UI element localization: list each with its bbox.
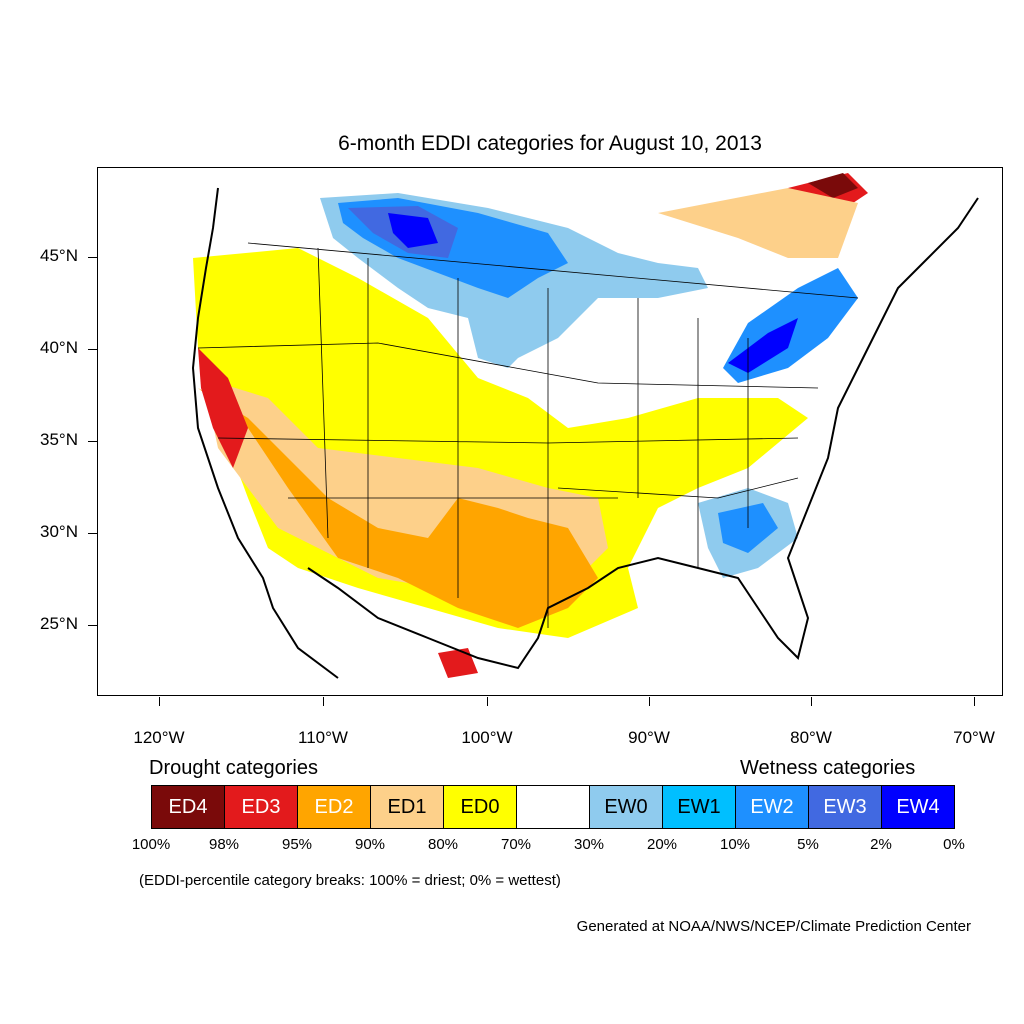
legend-swatch-ew3: EW3	[808, 785, 882, 829]
legend-swatch-normal	[516, 785, 590, 829]
legend-break-label: 70%	[500, 836, 532, 853]
lat-tick	[88, 533, 97, 534]
wet-region-northern-plains-ew4	[388, 213, 438, 248]
legend-footnote: (EDDI-percentile category breaks: 100% =…	[139, 872, 561, 889]
legend-swatch-ed2: ED2	[297, 785, 371, 829]
legend-break-label: 2%	[870, 836, 892, 853]
lat-tick	[88, 257, 97, 258]
lat-tick	[88, 625, 97, 626]
legend-swatch-ed4: ED4	[151, 785, 225, 829]
lat-label-45: 45°N	[40, 246, 78, 265]
lon-tick	[811, 697, 812, 706]
legend-break-label: 98%	[208, 836, 240, 853]
dry-region-ed1-maine	[658, 188, 858, 258]
lon-tick	[323, 697, 324, 706]
legend-break-label: 20%	[646, 836, 678, 853]
state-borders	[197, 242, 859, 628]
legend-break-label: 0%	[943, 836, 965, 853]
lat-label-40: 40°N	[40, 338, 78, 357]
legend-swatch-ed1: ED1	[370, 785, 444, 829]
legend-break-label: 10%	[719, 836, 751, 853]
legend-break-label: 90%	[354, 836, 386, 853]
map-title: 6-month EDDI categories for August 10, 2…	[338, 132, 762, 155]
lat-label-35: 35°N	[40, 430, 78, 449]
lat-tick	[88, 441, 97, 442]
lon-label-120: 120°W	[133, 728, 185, 747]
legend-break-label: 80%	[427, 836, 459, 853]
legend-break-label: 95%	[281, 836, 313, 853]
legend-swatch-ew4: EW4	[881, 785, 955, 829]
eddi-map	[97, 167, 1003, 696]
lon-label-110: 110°W	[298, 728, 348, 747]
legend-swatch-ed3: ED3	[224, 785, 298, 829]
legend-swatch-ed0: ED0	[443, 785, 517, 829]
legend-wetness-title: Wetness categories	[740, 757, 916, 779]
credit-line: Generated at NOAA/NWS/NCEP/Climate Predi…	[576, 918, 971, 935]
dry-region-ed2	[198, 388, 598, 628]
lon-tick	[487, 697, 488, 706]
legend-swatch-ew2: EW2	[735, 785, 809, 829]
wet-region-great-lakes-ew4	[728, 318, 798, 373]
legend-break-label: 5%	[797, 836, 819, 853]
legend-break-label: 100%	[131, 836, 171, 853]
lat-tick	[88, 349, 97, 350]
lat-label-25: 25°N	[40, 614, 78, 633]
legend-drought-title: Drought categories	[149, 757, 318, 779]
legend-break-label: 30%	[573, 836, 605, 853]
lon-tick	[649, 697, 650, 706]
lon-label-80: 80°W	[790, 728, 832, 747]
lon-tick	[974, 697, 975, 706]
lat-label-30: 30°N	[40, 522, 78, 541]
legend-swatch-ew0: EW0	[589, 785, 663, 829]
map-canvas	[191, 173, 979, 679]
legend-swatch-ew1: EW1	[662, 785, 736, 829]
lon-tick	[159, 697, 160, 706]
dry-region-ed3-mexico	[438, 648, 478, 678]
lon-label-100: 100°W	[461, 728, 513, 747]
lon-label-70: 70°W	[953, 728, 995, 747]
dry-region-ed4-maine	[808, 173, 858, 198]
coastline	[191, 187, 979, 679]
lon-label-90: 90°W	[628, 728, 670, 747]
